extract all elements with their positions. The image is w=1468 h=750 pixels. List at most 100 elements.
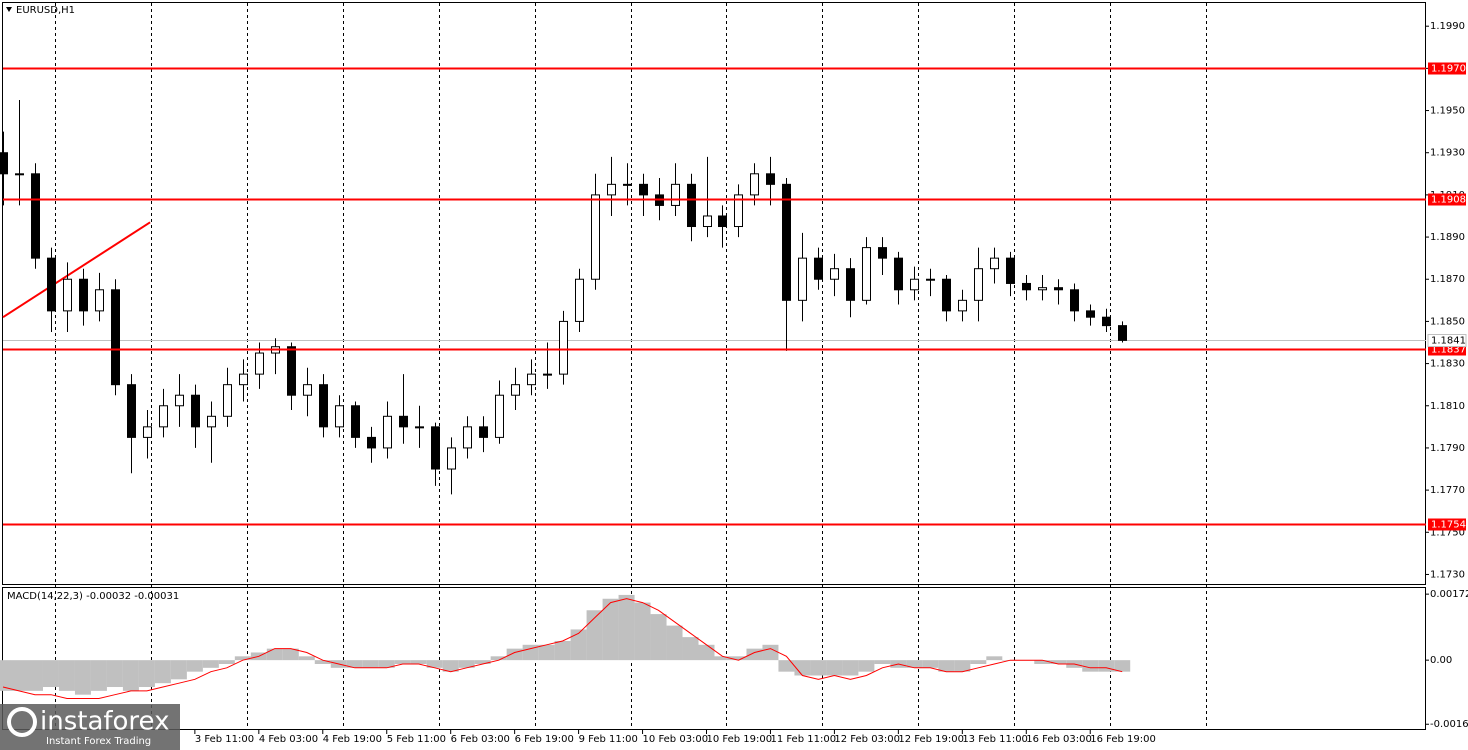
candle-body — [255, 352, 264, 375]
histogram-bar — [58, 660, 75, 691]
candle-body — [143, 426, 152, 438]
plot-layer: 3 Feb 11:00 4 Feb 03:00 4 Feb 19:00 5 Feb 1… — [0, 21, 1468, 745]
y-tick-label: 1.1810 — [1430, 401, 1465, 412]
histogram-bar — [122, 660, 139, 691]
signal-line — [2, 598, 1123, 699]
candle-body — [367, 436, 376, 449]
candle-body — [543, 373, 552, 376]
histogram-bar — [778, 660, 795, 672]
symbol-menu-icon[interactable] — [6, 7, 12, 12]
candle-body — [926, 278, 935, 281]
histogram-bar — [970, 660, 987, 664]
candle-body — [0, 152, 8, 175]
candle-body — [798, 257, 807, 301]
candle-body — [415, 426, 424, 429]
histogram-bar — [906, 660, 923, 668]
candle-body — [766, 173, 775, 185]
candle-body — [607, 183, 616, 196]
histogram-bar — [154, 660, 171, 684]
histogram-bar — [554, 640, 571, 661]
histogram-bar — [666, 625, 683, 661]
x-tick-label: 11 Feb 11:00 — [770, 734, 836, 745]
histogram-bar — [266, 648, 283, 661]
candle-body — [990, 257, 999, 270]
level-label: 1.1970 — [1431, 64, 1466, 75]
candle-body — [559, 320, 568, 375]
x-tick-label: 16 Feb 03:00 — [1026, 734, 1092, 745]
x-tick-label: 12 Feb 19:00 — [898, 734, 964, 745]
x-tick-label: 13 Feb 11:00 — [962, 734, 1028, 745]
candle-body — [399, 415, 408, 428]
x-tick-label: 6 Feb 03:00 — [451, 734, 510, 745]
candle-body — [191, 394, 200, 428]
y-tick-label: 1.1850 — [1430, 316, 1465, 327]
candle-body — [431, 426, 440, 470]
histogram-bar — [1050, 660, 1067, 664]
y-tick-label: 1.1730 — [1430, 569, 1465, 580]
candle-body — [1118, 325, 1127, 341]
candle-body — [703, 215, 712, 228]
x-tick-label: 9 Feb 11:00 — [579, 734, 638, 745]
logo-tagline: Instant Forex Trading — [46, 736, 151, 747]
x-tick-label: 3 Feb 11:00 — [195, 734, 254, 745]
y-tick-label: 0.00 — [1430, 655, 1452, 666]
candle-body — [303, 384, 312, 396]
y-tick-label: 1.1890 — [1430, 232, 1465, 243]
histogram-bar — [858, 660, 875, 672]
candle-body — [1038, 287, 1047, 291]
candle-body — [1102, 316, 1111, 327]
x-tick-label: 5 Feb 11:00 — [387, 734, 446, 745]
histogram-bar — [746, 648, 763, 661]
candle-body — [591, 194, 600, 280]
logo: instaforex Instant Forex Trading — [0, 704, 180, 750]
candle-body — [671, 183, 680, 206]
histogram-bar — [506, 648, 523, 661]
histogram-bar — [762, 644, 779, 661]
histogram-bar — [634, 602, 651, 661]
histogram-bar — [618, 594, 635, 661]
histogram-bar — [282, 648, 299, 661]
candle-body — [734, 194, 743, 228]
candle-body — [750, 173, 759, 196]
histogram-bar — [874, 660, 891, 664]
histogram-bar — [442, 660, 459, 672]
candle-body — [127, 384, 136, 438]
histogram-bar — [570, 629, 587, 661]
histogram-bar — [938, 660, 955, 672]
histogram-bar — [474, 660, 491, 664]
candle-body — [1022, 282, 1031, 291]
histogram-bar — [218, 660, 235, 664]
candle-body — [95, 289, 104, 312]
trend-line — [2, 221, 151, 319]
y-tick-label: 1.1930 — [1430, 148, 1465, 159]
y-tick-label: 1.1870 — [1430, 274, 1465, 285]
candle-body — [47, 257, 56, 312]
candle-body — [846, 268, 855, 301]
candle-body — [718, 215, 727, 228]
candle-body — [479, 426, 488, 438]
candle-body — [958, 299, 967, 312]
candle-body — [111, 289, 120, 386]
histogram-bar — [794, 660, 811, 676]
histogram-bar — [1082, 660, 1099, 672]
histogram-bar — [90, 660, 107, 691]
level-label: 1.1908 — [1431, 195, 1466, 206]
candle-body — [623, 183, 632, 186]
histogram-bar — [586, 610, 603, 661]
candle-body — [287, 346, 296, 396]
histogram-bar — [298, 656, 315, 661]
histogram-bar — [42, 660, 59, 688]
histogram-bar — [698, 644, 715, 661]
candle-body — [63, 278, 72, 312]
candle-body — [159, 405, 168, 428]
histogram-bar — [138, 660, 155, 688]
y-tick-label: 1.1830 — [1430, 359, 1465, 370]
histogram-bar — [730, 656, 747, 661]
histogram-bar — [826, 660, 843, 676]
histogram-bar — [0, 660, 11, 691]
candle-body — [463, 426, 472, 449]
histogram-bar — [74, 660, 91, 695]
histogram-bar — [314, 660, 331, 664]
